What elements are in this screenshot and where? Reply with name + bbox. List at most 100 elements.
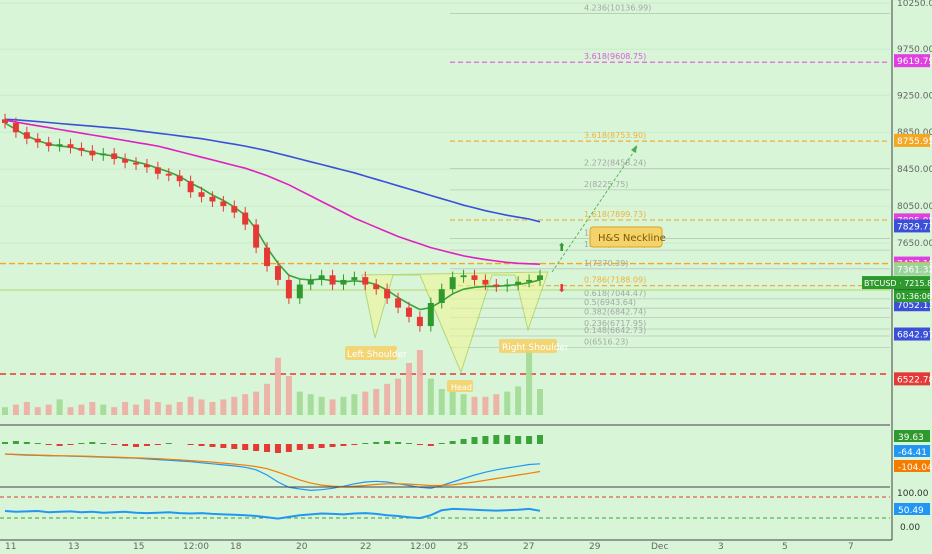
candle-body-15 (165, 173, 172, 176)
candle-body-26 (285, 279, 292, 299)
volume-bar-33 (362, 391, 369, 415)
macd-hist-3 (34, 443, 41, 444)
macd-hist-41 (449, 441, 456, 444)
rsi-value-bg (894, 503, 930, 515)
ma-slow-line (4, 118, 541, 223)
candle-body-23 (253, 224, 260, 248)
macd-hist-42 (460, 439, 467, 444)
macd-hist-29 (318, 444, 325, 448)
volume-bar-1 (12, 404, 19, 415)
volume-bar-4 (45, 404, 52, 415)
volume-bar-3 (34, 407, 41, 415)
macd-hist-25 (274, 444, 281, 453)
candle-body-30 (329, 275, 336, 285)
candle-body-16 (176, 175, 183, 182)
fib-label-15: 0(6516.23) (584, 338, 628, 347)
candle-body-5 (56, 144, 63, 147)
head-box (447, 380, 473, 392)
candle-body-38 (416, 316, 423, 327)
volume-bar-12 (133, 404, 140, 415)
macd-hist-36 (395, 442, 402, 444)
fib-label-12: 0.382(6842.74) (584, 308, 646, 317)
fib-label-0: 4.236(10136.99) (584, 3, 651, 12)
candle-body-14 (154, 167, 161, 174)
volume-bar-38 (416, 350, 423, 415)
hs-pattern (361, 271, 549, 374)
price-label-bg-0 (894, 54, 930, 68)
left-shoulder-text: Left Shoulder (347, 350, 407, 360)
volume-bars (1, 350, 544, 415)
macd-pane: 39.63 -64.41 -104.04 (0, 424, 932, 492)
price-label-0: 9619.79 (897, 57, 932, 67)
macd-hist-39 (427, 444, 434, 446)
time-tick-9: 27 (523, 542, 534, 550)
price-tick-4: 8450.00 (897, 165, 932, 175)
volume-bar-18 (198, 399, 205, 415)
macd-label-bg-2 (894, 460, 930, 472)
volume-bar-11 (122, 402, 129, 415)
macd-hist-32 (351, 444, 358, 445)
macd-hist-4 (45, 444, 52, 445)
volume-bar-43 (471, 396, 478, 415)
fib-label-13: 0.236(6717.95) (584, 319, 646, 328)
fib-label-9: 0.786(7188.09) (584, 276, 646, 285)
volume-bar-42 (460, 394, 467, 415)
macd-hist-43 (471, 437, 478, 444)
fib-label-1: 3.618(9608.75) (584, 52, 646, 61)
volume-bar-23 (253, 391, 260, 415)
macd-hist-5 (56, 444, 63, 446)
ma-mid-line (4, 119, 541, 265)
right-shoulder-text: Right Shoulder (502, 343, 569, 353)
volume-bar-0 (1, 407, 9, 415)
volume-bar-14 (154, 402, 161, 415)
candle-body-39 (427, 303, 434, 327)
macd-label-1: -64.41 (898, 448, 927, 458)
volume-bar-27 (296, 391, 303, 415)
fib-label-10: 0.618(7044.47) (584, 289, 646, 298)
candle-body-29 (318, 275, 325, 280)
candle-body-10 (111, 153, 118, 159)
macd-hist-46 (504, 435, 511, 444)
macd-hist-26 (285, 444, 292, 452)
candle-body-12 (133, 162, 140, 165)
down-arrow-marker: ⬇ (557, 282, 566, 295)
price-tick-3: 8850.00 (897, 128, 932, 138)
time-tick-3: 12:00 (183, 542, 209, 550)
volume-bar-20 (220, 399, 227, 415)
macd-hist-48 (526, 436, 533, 444)
volume-bar-24 (264, 383, 271, 415)
time-tick-7: 12:00 (410, 542, 436, 550)
volume-bar-6 (67, 407, 74, 415)
volume-bar-16 (176, 402, 183, 415)
macd-hist-9 (100, 443, 107, 444)
volume-bar-29 (318, 396, 325, 415)
macd-hist-15 (165, 443, 172, 444)
volume-bar-9 (100, 404, 107, 415)
volume-bar-34 (373, 389, 380, 415)
candle-body-18 (198, 192, 205, 197)
macd-hist-11 (122, 444, 129, 446)
candle-body-0 (1, 119, 9, 123)
volume-bar-41 (449, 391, 456, 415)
candle-body-28 (307, 279, 314, 285)
macd-hist-0 (1, 442, 9, 444)
neckline-box (589, 226, 663, 248)
macd-hist-37 (405, 443, 412, 444)
volume-bar-26 (285, 376, 292, 415)
time-tick-14: 7 (848, 542, 854, 550)
volume-bar-2 (23, 402, 30, 415)
macd-hist-12 (133, 444, 140, 447)
macd-hist-27 (296, 444, 303, 450)
candle-body-36 (395, 298, 402, 308)
macd-label-0: 39.63 (898, 433, 924, 443)
volume-bar-30 (329, 399, 336, 415)
candle-body-25 (274, 266, 281, 280)
macd-hist-20 (220, 444, 227, 448)
time-tick-0: 11 (5, 542, 16, 550)
macd-hist-33 (362, 443, 369, 444)
macd-hist-47 (515, 436, 522, 444)
volume-bar-40 (438, 389, 445, 415)
candle-body-11 (122, 159, 129, 163)
